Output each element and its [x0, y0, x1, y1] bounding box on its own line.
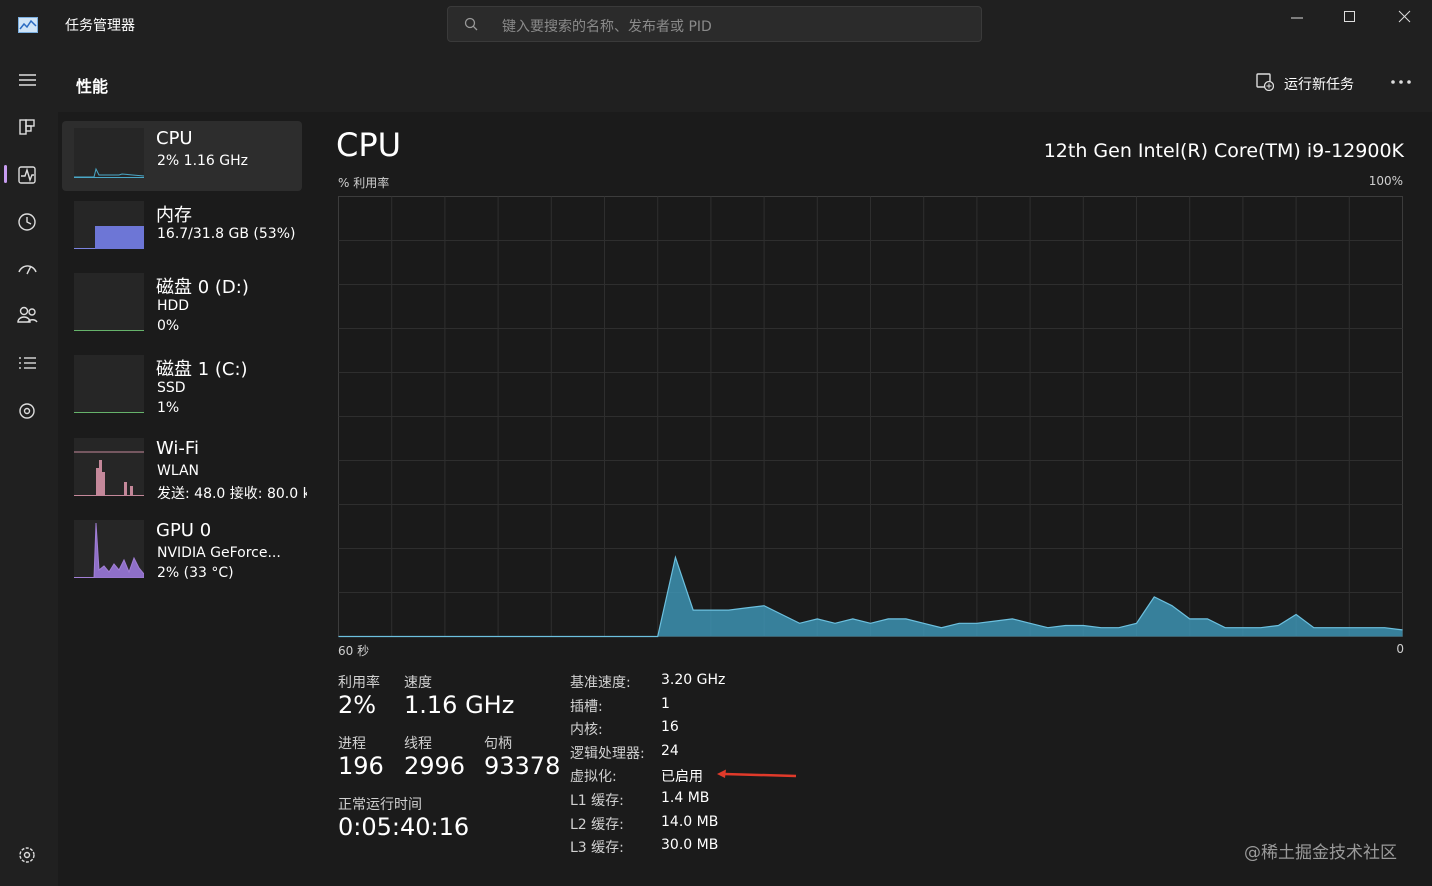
performance-icon[interactable]: [18, 166, 36, 184]
page-title: 性能: [76, 77, 109, 96]
watermark: @稀土掘金技术社区: [1244, 843, 1397, 863]
settings-icon[interactable]: [19, 847, 35, 863]
thumbnail-bar: [102, 472, 105, 496]
device-thumbnail: [74, 201, 144, 249]
spec-label: L2 缓存:: [570, 816, 624, 833]
spec-label: L3 缓存:: [570, 840, 624, 857]
spec-value: 已启用: [661, 769, 703, 786]
device-thumbnail: [74, 355, 144, 413]
stat-label: 利用率: [338, 675, 380, 691]
graph-end-label: 0: [1396, 642, 1404, 656]
spec-value: 1.4 MB: [661, 790, 710, 806]
nav-rail: [4, 74, 38, 863]
thumbnail-bar: [96, 468, 99, 496]
stat-label: 句柄: [484, 736, 512, 752]
device-detail: 发送: 48.0 接收: 80.0 k: [157, 486, 307, 502]
spec-value: 14.0 MB: [661, 813, 719, 830]
window-controls: [1291, 10, 1411, 23]
spec-value: 24: [661, 742, 679, 759]
device-detail: 2% 1.16 GHz: [157, 153, 249, 169]
thumbnail-bar: [130, 486, 133, 496]
details-icon[interactable]: [19, 357, 36, 369]
spec-label: 逻辑处理器:: [570, 745, 645, 762]
window-title: 任务管理器: [65, 18, 135, 34]
processes-icon[interactable]: [19, 119, 35, 135]
device-thumbnail: [74, 128, 144, 178]
thumbnail-bg: [74, 355, 144, 413]
stat-label: 正常运行时间: [338, 797, 422, 813]
search-icon: [464, 17, 478, 31]
thumbnail-bar: [99, 460, 102, 496]
run-task-icon: [1256, 73, 1274, 91]
thumbnail-bg: [74, 128, 144, 178]
spec-label: L1 缓存:: [570, 793, 624, 809]
run-task-button[interactable]: 运行新任务: [1284, 77, 1354, 93]
device-name: GPU 0: [156, 520, 212, 541]
spec-value: 16: [661, 719, 679, 736]
nav-selection-indicator: [4, 165, 7, 183]
annotation-arrow: [717, 769, 797, 778]
device-name: 内存: [156, 205, 192, 226]
spec-label: 内核:: [570, 722, 603, 739]
spec-value: 1: [661, 695, 670, 712]
spec-label: 基准速度:: [570, 675, 631, 691]
stat-label: 线程: [404, 736, 432, 752]
stat-value: 93378: [484, 752, 561, 780]
thumbnail-bg: [74, 273, 144, 331]
device-name: 磁盘 0 (D:): [156, 277, 249, 298]
spec-label: 虚拟化:: [570, 769, 617, 786]
thumbnail-area: [74, 522, 144, 578]
menu-icon[interactable]: [19, 74, 36, 86]
services-icon[interactable]: [19, 403, 35, 419]
device-name: CPU: [156, 128, 193, 149]
stat-label: 速度: [404, 675, 432, 691]
device-name: 磁盘 1 (C:): [156, 359, 248, 380]
thumbnail-bar: [124, 482, 127, 496]
device-name: Wi-Fi: [156, 438, 199, 459]
device-detail: 2% (33 °C): [157, 565, 234, 581]
graph-axis-label: % 利用率: [338, 176, 390, 190]
spec-value: 30.0 MB: [661, 837, 719, 854]
search-placeholder: 键入要搜索的名称、发布者或 PID: [502, 19, 712, 35]
spec-label: 插槽:: [570, 698, 603, 715]
thumbnail-line: [74, 167, 144, 178]
device-detail: 0%: [157, 318, 180, 334]
device-detail: HDD: [157, 298, 190, 314]
search-box[interactable]: 键入要搜索的名称、发布者或 PID: [447, 6, 982, 42]
users-icon[interactable]: [17, 306, 38, 323]
stat-value: 1.16 GHz: [404, 691, 515, 719]
cpu-model: 12th Gen Intel(R) Core(TM) i9-12900K: [1043, 140, 1404, 162]
device-detail: SSD: [157, 380, 186, 396]
stat-value: 196: [338, 752, 384, 780]
device-thumbnail: [74, 273, 144, 331]
graph-start-label: 60 秒: [338, 644, 370, 658]
device-thumbnail: [74, 520, 144, 578]
stat-value: 2%: [338, 691, 377, 719]
close-button[interactable]: [1398, 10, 1411, 23]
history-icon[interactable]: [18, 213, 36, 231]
graph-fill: [338, 557, 1403, 637]
graph-max-label: 100%: [1368, 174, 1403, 188]
device-detail: 16.7/31.8 GB (53%): [157, 226, 296, 242]
more-button[interactable]: [1390, 78, 1412, 86]
stat-value: 0:05:40:16: [338, 813, 470, 841]
cpu-usage-graph: [338, 196, 1403, 638]
stat-value: 2996: [404, 752, 466, 780]
maximize-button[interactable]: [1344, 11, 1355, 22]
spec-value: 3.20 GHz: [661, 672, 726, 688]
cpu-title: CPU: [336, 126, 402, 164]
app-icon: [18, 17, 38, 33]
device-detail: 1%: [157, 400, 180, 416]
startup-icon[interactable]: [18, 265, 37, 275]
thumbnail-bg: [74, 438, 144, 496]
graph-line: [338, 555, 1403, 638]
device-thumbnail: [74, 438, 144, 496]
device-detail: WLAN: [157, 463, 200, 479]
device-detail: NVIDIA GeForce...: [157, 545, 281, 561]
thumbnail-fill: [95, 226, 144, 249]
stat-label: 进程: [338, 736, 366, 752]
